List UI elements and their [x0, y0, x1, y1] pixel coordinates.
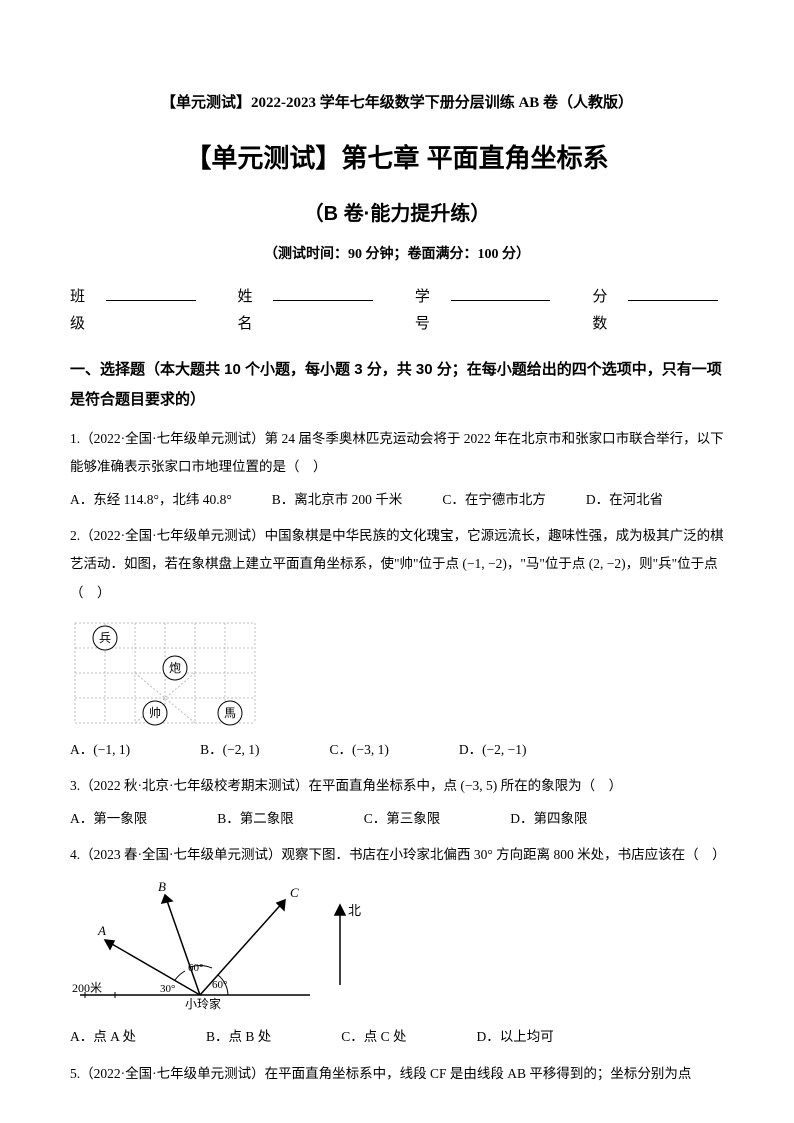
class-blank — [106, 286, 196, 301]
score-label: 分数 — [592, 283, 622, 337]
name-blank — [273, 286, 373, 301]
q2-diagram: 兵 炮 帅 馬 — [70, 613, 724, 728]
q3-opt-a: A．第一象限 — [70, 805, 147, 833]
chess-board-svg: 兵 炮 帅 馬 — [70, 613, 260, 728]
q3-opt-d: D．第四象限 — [510, 805, 587, 833]
q2-opt-a: A．(−1, 1) — [70, 736, 130, 764]
class-label: 班级 — [70, 283, 100, 337]
q1-options: A．东经 114.8°，北纬 40.8° B．离北京市 200 千米 C．在宁德… — [70, 486, 724, 514]
svg-text:A: A — [97, 923, 106, 938]
q1-text: 1.（2022·全国·七年级单元测试）第 24 届冬季奥林匹克运动会将于 202… — [70, 425, 724, 482]
svg-text:馬: 馬 — [224, 706, 236, 720]
q4-options: A．点 A 处 B．点 B 处 C．点 C 处 D．以上均可 — [70, 1023, 724, 1051]
svg-text:炮: 炮 — [169, 661, 181, 675]
id-label: 学号 — [415, 283, 445, 337]
q1-opt-c: C．在宁德市北方 — [442, 486, 546, 514]
q4-opt-b: B．点 B 处 — [206, 1023, 271, 1051]
svg-text:60°: 60° — [188, 962, 203, 974]
svg-text:帅: 帅 — [149, 706, 161, 720]
svg-text:30°: 30° — [160, 983, 175, 995]
q2-opt-c: C．(−3, 1) — [329, 736, 388, 764]
test-info: （测试时间：90 分钟；卷面满分：100 分） — [70, 242, 724, 267]
svg-text:B: B — [158, 879, 166, 894]
svg-text:北: 北 — [348, 903, 361, 918]
score-blank — [628, 286, 718, 301]
title-main: 【单元测试】第七章 平面直角坐标系 — [70, 135, 724, 182]
q3-options: A．第一象限 B．第二象限 C．第三象限 D．第四象限 — [70, 805, 724, 833]
title-sub: （B 卷·能力提升练） — [70, 196, 724, 232]
q3-opt-c: C．第三象限 — [364, 805, 441, 833]
q1-opt-b: B．离北京市 200 千米 — [272, 486, 403, 514]
q2-opt-d: D．(−2, −1) — [459, 736, 527, 764]
q1-opt-a: A．东经 114.8°，北纬 40.8° — [70, 486, 232, 514]
direction-svg: A B C 北 200米 30° 60° 60° 小玲家 — [70, 875, 370, 1015]
svg-text:小玲家: 小玲家 — [185, 996, 221, 1011]
svg-text:兵: 兵 — [99, 631, 111, 645]
q4-opt-a: A．点 A 处 — [70, 1023, 136, 1051]
doc-header: 【单元测试】2022‐2023 学年七年级数学下册分层训练 AB 卷（人教版） — [70, 90, 724, 117]
q3-opt-b: B．第二象限 — [217, 805, 294, 833]
q4-diagram: A B C 北 200米 30° 60° 60° 小玲家 — [70, 875, 724, 1015]
q2-text: 2.（2022·全国·七年级单元测试）中国象棋是中华民族的文化瑰宝，它源远流长，… — [70, 522, 724, 607]
section-1-title: 一、选择题（本大题共 10 个小题，每小题 3 分，共 30 分；在每小题给出的… — [70, 355, 724, 415]
q4-opt-d: D．以上均可 — [477, 1023, 554, 1051]
svg-text:60°: 60° — [212, 979, 227, 991]
q5-text: 5.（2022·全国·七年级单元测试）在平面直角坐标系中，线段 CF 是由线段 … — [70, 1060, 724, 1088]
id-blank — [451, 286, 551, 301]
svg-text:C: C — [290, 885, 299, 900]
q4-opt-c: C．点 C 处 — [341, 1023, 406, 1051]
q1-opt-d: D．在河北省 — [586, 486, 663, 514]
q2-opt-b: B．(−2, 1) — [200, 736, 259, 764]
student-info-row: 班级 姓名 学号 分数 — [70, 283, 724, 337]
q3-text: 3.（2022 秋·北京·七年级校考期末测试）在平面直角坐标系中，点 (−3, … — [70, 772, 724, 800]
q2-options: A．(−1, 1) B．(−2, 1) C．(−3, 1) D．(−2, −1) — [70, 736, 724, 764]
svg-text:200米: 200米 — [72, 981, 102, 995]
q4-text: 4.（2023 春·全国·七年级单元测试）观察下图．书店在小玲家北偏西 30° … — [70, 841, 724, 869]
name-label: 姓名 — [237, 283, 267, 337]
